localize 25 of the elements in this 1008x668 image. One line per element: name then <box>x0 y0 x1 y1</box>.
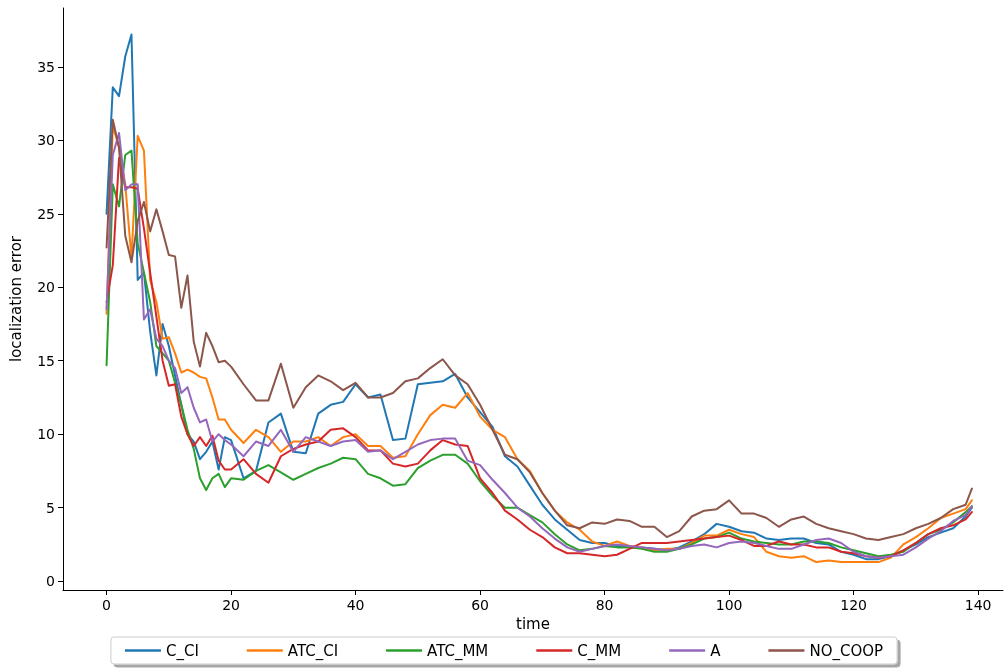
legend-label: C_CI <box>165 641 199 661</box>
x-tick-label: 60 <box>471 597 489 613</box>
y-axis-title: localization error <box>6 235 25 362</box>
legend-label: C_MM <box>577 641 622 661</box>
line-series <box>105 33 973 561</box>
x-axis-title: time <box>516 615 550 634</box>
y-tick-label: 0 <box>46 573 55 590</box>
y-tick-label: 10 <box>37 426 55 443</box>
x-tick-label: 40 <box>346 597 365 613</box>
y-tick-label: 15 <box>37 352 55 369</box>
x-tick-label: 20 <box>222 597 240 613</box>
legend-label: NO_COOP <box>809 641 884 661</box>
legend-label: A <box>710 641 722 660</box>
y-tick-label: 20 <box>37 279 55 296</box>
legend-label: ATC_CI <box>287 641 339 661</box>
legend-label: ATC_MM <box>427 641 489 661</box>
y-tick-label: 25 <box>37 205 55 222</box>
x-tick-label: 140 <box>964 597 992 613</box>
y-tick-label: 5 <box>46 499 55 516</box>
x-tick-label: 100 <box>715 597 743 613</box>
y-tick-label: 35 <box>37 58 55 75</box>
x-tick-label: 80 <box>595 597 614 613</box>
x-tick-label: 120 <box>840 597 867 613</box>
y-tick-label: 30 <box>37 132 55 149</box>
x-tick-label: 0 <box>102 597 112 613</box>
